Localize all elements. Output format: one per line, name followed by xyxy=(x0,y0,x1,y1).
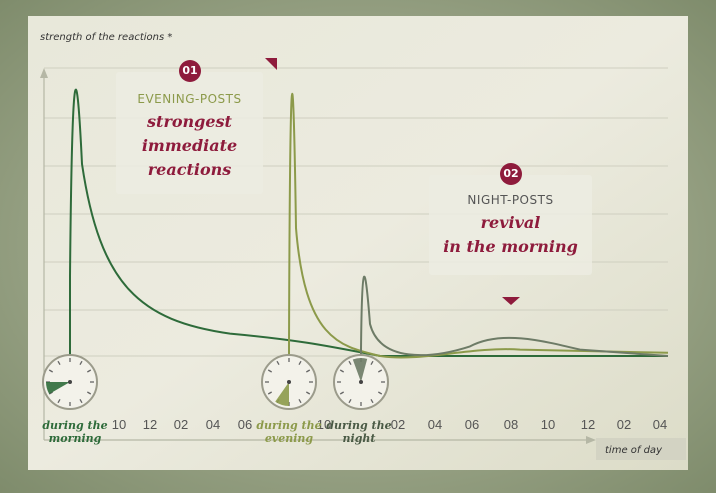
clock-night-tick xyxy=(339,369,345,373)
clock-label-night-line2: night xyxy=(343,432,376,445)
clock-night-wedge xyxy=(352,358,368,382)
annotation-title-02: NIGHT-POSTS xyxy=(467,193,554,207)
clock-label-evening-line1: during the xyxy=(256,419,321,432)
series-line-night xyxy=(360,275,669,370)
x-tick-label: 04 xyxy=(206,417,220,432)
evening-marker xyxy=(265,58,277,70)
x-axis-label: time of day xyxy=(605,445,663,456)
clock-night-pin xyxy=(359,380,363,384)
clock-evening-tick xyxy=(298,360,302,366)
x-tick-label: 06 xyxy=(465,417,479,432)
clock-morning-tick xyxy=(57,398,61,404)
clock-label-evening-line2: evening xyxy=(265,432,314,445)
x-tick-label: 02 xyxy=(391,417,405,432)
clock-morning-tick xyxy=(79,360,83,366)
annotation-card-evening: 01 EVENING-POSTS strongest immediate rea… xyxy=(116,60,263,194)
clock-night-tick xyxy=(348,360,352,366)
annotation-text-01: strongest immediate reactions xyxy=(141,112,238,179)
x-tick-label: 02 xyxy=(174,417,188,432)
clock-night-tick xyxy=(377,369,383,373)
clock-night-tick xyxy=(370,360,374,366)
clock-morning-pin xyxy=(68,380,72,384)
clock-night-tick xyxy=(370,398,374,404)
clock-label-night-line1: during the xyxy=(326,419,391,432)
x-tick-label: 04 xyxy=(653,417,667,432)
x-tick-labels: 10 12 02 04 06 10 02 04 06 08 10 12 02 04 xyxy=(112,417,667,432)
clock-morning-tick xyxy=(57,360,61,366)
x-tick-label: 06 xyxy=(238,417,252,432)
clock-evening-pin xyxy=(287,380,291,384)
clock-morning-tick xyxy=(86,391,92,395)
x-axis-label-box xyxy=(596,438,686,460)
annotation-badge-02: 02 xyxy=(500,163,522,185)
clock-morning-tick xyxy=(86,369,92,373)
clock-night-tick xyxy=(348,398,352,404)
x-tick-label: 04 xyxy=(428,417,442,432)
clock-evening-tick xyxy=(305,391,311,395)
clock-evening-tick xyxy=(267,391,273,395)
clock-evening-tick xyxy=(305,369,311,373)
clock-night-tick xyxy=(339,391,345,395)
clock-label-morning-line2: morning xyxy=(49,432,102,445)
clock-night-tick xyxy=(377,391,383,395)
x-tick-label: 10 xyxy=(317,417,331,432)
clocks-group xyxy=(42,354,389,410)
series-line-morning xyxy=(69,88,668,382)
clock-evening-tick xyxy=(267,369,273,373)
x-axis-arrow xyxy=(586,436,596,444)
x-tick-label: 12 xyxy=(143,417,157,432)
clock-morning-tick xyxy=(79,398,83,404)
series-line-evening xyxy=(288,92,669,370)
annotation-title-01: EVENING-POSTS xyxy=(137,92,242,106)
clock-morning-tick xyxy=(48,369,54,373)
annotation-text-02: revival in the morning xyxy=(443,213,578,256)
clock-label-morning-line1: during the xyxy=(42,419,107,432)
annotation-card-night: 02 NIGHT-POSTS revival in the morning xyxy=(429,163,592,275)
x-tick-label: 10 xyxy=(112,417,126,432)
clock-evening-tick xyxy=(276,360,280,366)
x-tick-label: 08 xyxy=(504,417,518,432)
y-axis-arrow xyxy=(40,68,48,78)
clock-morning-wedge xyxy=(46,382,70,394)
x-tick-label: 10 xyxy=(541,417,555,432)
morning-revival-marker xyxy=(502,297,520,305)
clock-evening-wedge xyxy=(275,382,289,406)
annotation-badge-01: 01 xyxy=(179,60,201,82)
x-tick-label: 12 xyxy=(581,417,595,432)
series-group xyxy=(69,88,669,382)
x-tick-label: 02 xyxy=(617,417,631,432)
y-axis-label: strength of the reactions * xyxy=(40,32,172,43)
clock-evening-tick xyxy=(298,398,302,404)
